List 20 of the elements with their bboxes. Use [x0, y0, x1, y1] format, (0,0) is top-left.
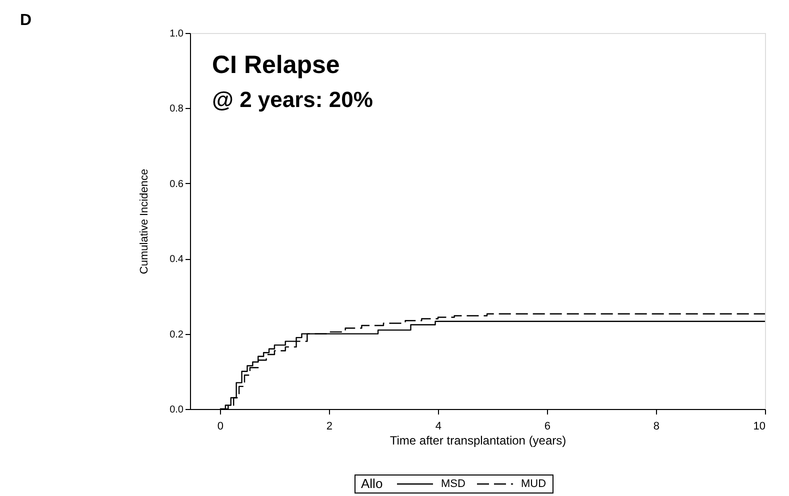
x-tick-label: 6	[544, 420, 551, 432]
y-tick-label: 0.0	[170, 404, 184, 416]
legend-label: MSD	[441, 478, 466, 490]
x-tick-label: 0	[217, 420, 224, 432]
x-tick-label: 10	[753, 420, 766, 432]
text: CI Relapse	[212, 51, 340, 79]
y-tick-label: 0.6	[170, 178, 184, 190]
y-axis-title: Cumulative Incidence	[138, 168, 151, 274]
x-tick-label: 2	[326, 420, 333, 432]
legend-title: Allo	[361, 476, 383, 491]
text: @ 2 years: 20%	[212, 87, 373, 112]
x-axis-title: Time after transplantation (years)	[390, 434, 566, 448]
x-tick-label: 4	[435, 420, 442, 432]
y-tick-label: 0.4	[170, 254, 184, 266]
text: D	[20, 12, 32, 29]
x-tick-label: 8	[653, 420, 660, 432]
y-tick-label: 1.0	[170, 28, 184, 40]
legend-label: MUD	[521, 478, 546, 490]
y-tick-label: 0.8	[170, 104, 184, 115]
y-tick-label: 0.2	[170, 329, 184, 340]
